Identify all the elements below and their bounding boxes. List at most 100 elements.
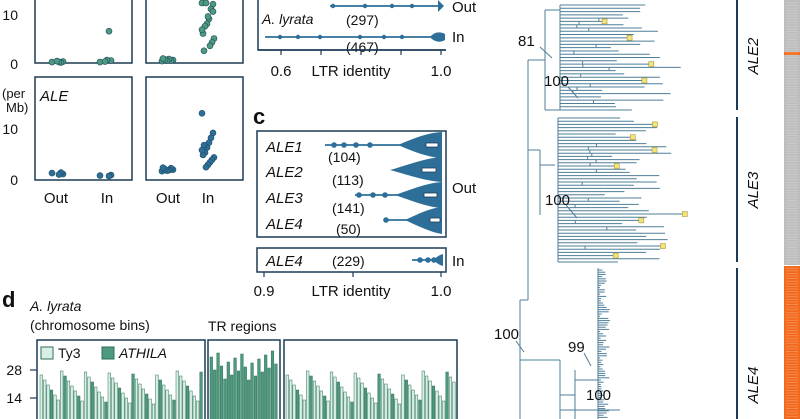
panel-d-bar xyxy=(336,381,340,419)
panel-a-point xyxy=(202,0,210,7)
panel-d-title-line1: A. lyrata xyxy=(29,298,82,314)
panel-d-bar xyxy=(312,380,317,419)
panel-a-point xyxy=(209,8,217,15)
panel-d-bar xyxy=(172,399,176,419)
panel-b-row-label: A. lyrata xyxy=(261,11,314,27)
panel-a-frame-top-right xyxy=(145,0,244,64)
panel-d-bar xyxy=(333,376,337,419)
panel-c-violins xyxy=(325,132,443,266)
panel-a-xlabel-out-right: Out xyxy=(156,190,181,207)
panel-d-bar xyxy=(299,394,303,419)
panel-d-tr-label: TR regions xyxy=(208,318,276,334)
panel-d: d A. lyrata (chromosome bins) TR regions… xyxy=(2,287,458,419)
bootstrap-100-b-leader xyxy=(565,204,578,219)
panel-b-tick-label-06: 0.6 xyxy=(271,63,292,80)
panel-b-row2-dots xyxy=(277,34,405,40)
panel-d-bar xyxy=(377,373,381,419)
panel-d-bar xyxy=(397,403,402,419)
panel-d-bar xyxy=(370,397,374,419)
strip-orange xyxy=(784,266,800,419)
strip-top xyxy=(784,0,800,54)
panel-c-in-row-count: (229) xyxy=(332,253,365,269)
panel-d-bar xyxy=(257,358,261,419)
panel-a-point xyxy=(105,27,113,35)
panel-d-bar xyxy=(100,396,105,419)
panel-d-bar xyxy=(260,371,264,419)
bootstrap-100-b: 100 xyxy=(545,192,570,209)
panel-d-bar xyxy=(367,392,371,419)
panel-a-point xyxy=(198,110,206,117)
strip-ticks xyxy=(786,2,798,417)
panel-d-bar xyxy=(134,378,139,419)
panel-d-bar xyxy=(394,398,398,419)
panel-d-bar xyxy=(343,391,347,419)
panel-b-axis-label: LTR identity xyxy=(312,63,391,80)
tree-tip-markers xyxy=(601,18,688,259)
bootstrap-100-a: 100 xyxy=(544,73,569,90)
panel-a-point xyxy=(159,55,167,62)
panel-d-bar xyxy=(452,381,456,419)
panel-d-bar xyxy=(428,380,432,419)
panel-c-in-label: In xyxy=(452,253,465,270)
tree-tip-marker xyxy=(641,77,648,84)
panel-d-bar xyxy=(404,379,408,419)
panel-d-bar xyxy=(411,389,415,419)
panel-d-bar xyxy=(111,377,115,419)
panel-a-xlabel-out-left: Out xyxy=(44,190,69,207)
panel-c-axis-label: LTR identity xyxy=(312,283,391,300)
panel-d-bar xyxy=(43,379,47,419)
panel-c-letter: c xyxy=(253,104,265,129)
panel-d-frame-tr xyxy=(207,339,281,419)
bootstrap-100-d: 100 xyxy=(586,387,611,404)
panel-a-tick-bottom-0: 0 xyxy=(10,172,18,188)
tree-branches xyxy=(519,4,683,419)
panel-d-bar xyxy=(73,390,77,419)
panel-d-bar xyxy=(425,375,429,419)
panel-c-frame-in xyxy=(256,247,447,273)
panel-d-bar xyxy=(243,366,247,419)
panel-d-bar xyxy=(209,356,213,419)
panel-b-row1-violin xyxy=(438,0,444,12)
panel-a: 10 0 10 0 (per Mb) ALE Out In Out In xyxy=(2,0,244,207)
panel-d-bar xyxy=(353,372,357,419)
panel-d-bar xyxy=(274,363,278,419)
panel-b-row2-violin xyxy=(430,32,445,42)
panel-d-bar xyxy=(230,374,234,419)
panel-d-bar xyxy=(175,370,179,419)
panel-d-bar xyxy=(309,375,313,419)
panel-a-tick-bottom-10: 10 xyxy=(2,121,18,137)
panel-d-bar xyxy=(445,371,449,419)
panel-d-bar xyxy=(363,387,368,419)
panel-c-in-row-label: ALE4 xyxy=(265,253,303,270)
panel-a-point xyxy=(159,164,167,171)
panel-b-side-in: In xyxy=(452,29,465,46)
panel-d-bar xyxy=(267,367,271,419)
panel-b-tick-label-10: 1.0 xyxy=(431,63,452,80)
panel-d-bar xyxy=(80,400,84,419)
panel-d-bar xyxy=(121,392,125,419)
panel-a-unit-label: (per Mb) xyxy=(2,86,28,115)
clade-label-ale4: ALE4 xyxy=(745,367,762,405)
panel-d-bar xyxy=(270,350,275,419)
panel-d-bar xyxy=(236,370,241,419)
panel-d-bar xyxy=(185,385,190,419)
panel-d-tick-28: 28 xyxy=(6,362,22,378)
panel-d-bar xyxy=(253,375,258,419)
panel-d-bar xyxy=(70,385,74,419)
panel-d-bar xyxy=(408,384,412,419)
panel-a-point xyxy=(204,13,212,20)
panel-d-bar xyxy=(53,394,57,419)
tree-tip-marker xyxy=(660,243,666,249)
panel-d-bar xyxy=(90,381,94,419)
panel-d-bar xyxy=(233,357,237,419)
panel-d-bar xyxy=(326,400,330,419)
phylogenetic-tree: 81 100 100 100 99 100 ALE2 ALE3 ALE4 xyxy=(494,0,800,419)
panel-d-bar xyxy=(323,395,327,419)
panel-d-bar xyxy=(128,402,132,419)
panel-d-legend-ty3: Ty3 xyxy=(58,345,81,361)
panel-d-bar xyxy=(435,390,439,419)
panel-d-legend-swatch-ty3 xyxy=(40,346,54,360)
tree-tip-marker xyxy=(626,35,633,41)
panel-d-bar xyxy=(340,386,344,419)
